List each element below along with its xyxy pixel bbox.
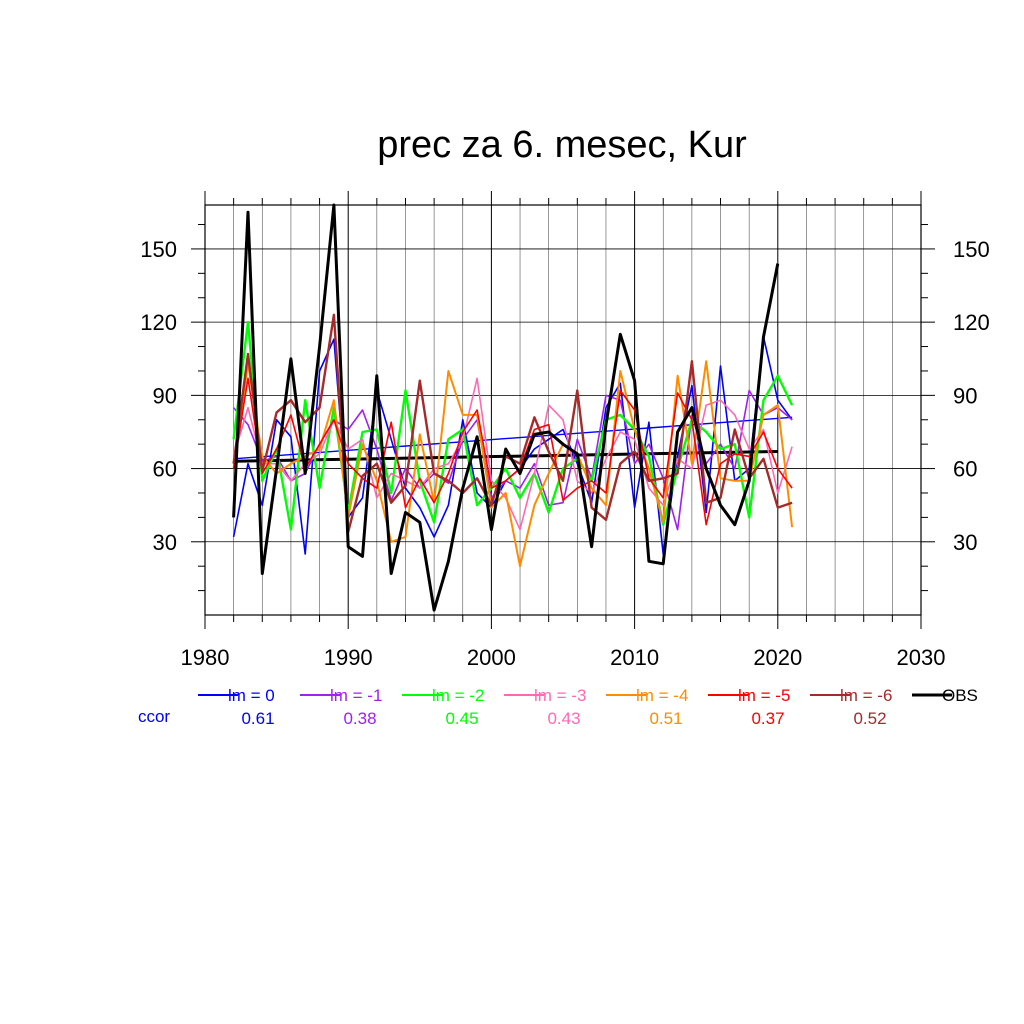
legend-label-0: lm = 0 — [228, 686, 275, 705]
y-tick-label: 60 — [153, 457, 177, 482]
x-tick-label: 2020 — [753, 645, 802, 670]
legend-ccor-4: 0.51 — [649, 709, 682, 728]
y-tick-label-right: 90 — [953, 383, 977, 408]
legend-ccor-2: 0.45 — [445, 709, 478, 728]
legend-label-5: lm = -5 — [738, 686, 790, 705]
series-line-5 — [232, 377, 793, 526]
legend-label-2: lm = -2 — [432, 686, 484, 705]
x-tick-label: 2000 — [467, 645, 516, 670]
legend-ccor-5: 0.37 — [751, 709, 784, 728]
y-tick-label: 30 — [153, 530, 177, 555]
legend-label-3: lm = -3 — [534, 686, 586, 705]
y-tick-label-right: 30 — [953, 530, 977, 555]
y-tick-label: 150 — [140, 237, 177, 262]
series-line-4 — [232, 360, 794, 568]
x-tick-label: 2010 — [610, 645, 659, 670]
chart-title: prec za 6. mesec, Kur — [377, 124, 747, 166]
legend-label-7: OBS — [942, 686, 978, 705]
y-tick-label: 90 — [153, 383, 177, 408]
legend-ccor-6: 0.52 — [853, 709, 886, 728]
ccor-label: ccor — [138, 707, 170, 726]
y-tick-label: 120 — [140, 310, 177, 335]
legend-ccor-1: 0.38 — [343, 709, 376, 728]
legend-label-1: lm = -1 — [330, 686, 382, 705]
axes: 1980 1990 2000 2010 2020 2030 30 30 60 60 90 90 120 1… — [140, 191, 990, 670]
y-tick-label-right: 60 — [953, 457, 977, 482]
legend-ccor-0: 0.61 — [241, 709, 274, 728]
legend: ccor lm = 0 0.61 lm = -1 0.38 lm = -2 0.45 lm … — [138, 686, 978, 728]
data-series — [232, 203, 794, 612]
x-tick-label: 2030 — [897, 645, 946, 670]
plot-frame — [204, 204, 922, 616]
legend-label-4: lm = -4 — [636, 686, 688, 705]
y-tick-label-right: 120 — [953, 310, 990, 335]
grid — [204, 205, 922, 615]
legend-label-6: lm = -6 — [840, 686, 892, 705]
legend-ccor-3: 0.43 — [547, 709, 580, 728]
series-line-7 — [232, 203, 780, 612]
x-tick-label: 1990 — [324, 645, 373, 670]
x-tick-label: 1980 — [181, 645, 230, 670]
y-tick-label-right: 150 — [953, 237, 990, 262]
